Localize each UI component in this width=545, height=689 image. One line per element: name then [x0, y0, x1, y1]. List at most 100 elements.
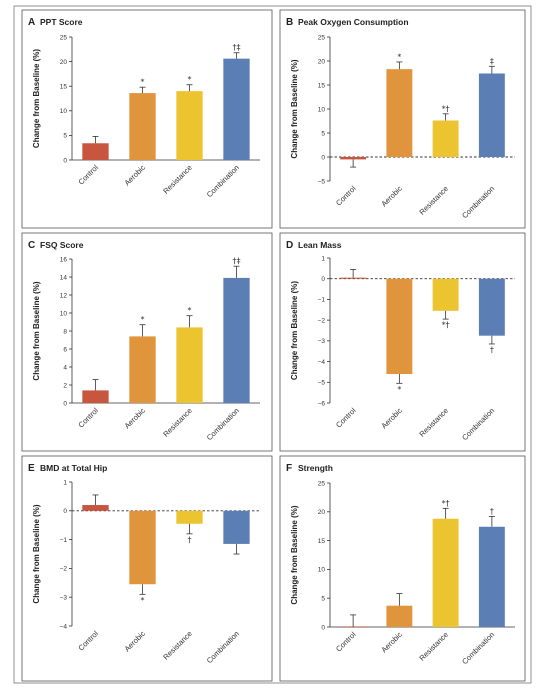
panel-letter: C: [28, 240, 35, 251]
panel-letter: E: [28, 463, 35, 474]
panel-letter: D: [286, 240, 293, 251]
bar-combination: [478, 73, 505, 157]
bar-aerobic: [386, 278, 413, 374]
significance-marker: *†: [442, 499, 450, 508]
bar-aerobic: [386, 69, 413, 157]
y-tick-label: 5: [63, 133, 67, 140]
bar-resistance: [176, 327, 203, 403]
y-tick-label: 15: [60, 84, 68, 91]
panel-f: F Strength Change from Baseline (%) 0 5 10 15 2…: [279, 455, 526, 682]
bar-aerobic: [129, 336, 156, 403]
significance-marker: *: [188, 75, 192, 84]
bar-resistance: [432, 278, 459, 311]
bar-combination: [478, 526, 505, 627]
bar-aerobic: [129, 93, 156, 160]
y-tick-label: 14: [60, 274, 68, 281]
y-tick-label: −1: [60, 537, 68, 544]
panel-title: Lean Mass: [298, 240, 342, 250]
y-tick-label: −3: [60, 595, 68, 602]
y-axis-label: Change from Baseline (%): [32, 504, 41, 603]
y-tick-label: −4: [60, 623, 68, 630]
y-tick-label: −3: [318, 338, 326, 345]
panel-title: Peak Oxygen Consumption: [298, 17, 409, 27]
y-tick-label: 2: [63, 382, 67, 389]
y-tick-label: 15: [318, 538, 326, 545]
figure-border: [13, 5, 532, 684]
y-tick-label: 16: [60, 256, 68, 263]
y-tick-label: 4: [63, 364, 67, 371]
bar-resistance: [432, 518, 459, 627]
y-tick-label: 1: [321, 255, 325, 262]
significance-marker: *†: [442, 321, 450, 330]
y-tick-label: 8: [63, 328, 67, 335]
y-tick-label: 0: [321, 624, 325, 631]
bar-control: [82, 505, 109, 511]
significance-marker: †‡: [233, 43, 241, 52]
y-tick-label: −5: [318, 380, 326, 387]
y-tick-label: 10: [318, 567, 326, 574]
significance-marker: †‡: [233, 257, 241, 266]
y-axis-label: Change from Baseline (%): [32, 49, 41, 148]
y-axis-label: Change from Baseline (%): [290, 59, 299, 158]
y-tick-label: 0: [321, 276, 325, 283]
y-tick-label: 15: [318, 82, 326, 89]
bar-combination: [478, 278, 505, 336]
bar-control: [340, 627, 367, 628]
panel-b: B Peak Oxygen Consumption Change from Base…: [279, 9, 526, 229]
y-tick-label: 12: [60, 292, 68, 299]
bar-control: [340, 157, 367, 160]
y-axis-label: Change from Baseline (%): [290, 281, 299, 380]
y-tick-label: −6: [318, 400, 326, 407]
bar-combination: [223, 510, 250, 544]
y-axis-label: Change from Baseline (%): [32, 281, 41, 380]
significance-marker: †: [188, 535, 192, 544]
y-tick-label: 10: [318, 106, 326, 113]
y-tick-label: −2: [60, 566, 68, 573]
y-tick-label: 25: [318, 480, 326, 487]
panel-a: A PPT Score Change from Baseline (%) 0 5 10 15…: [21, 9, 273, 229]
y-tick-label: 0: [63, 400, 67, 407]
panel-d: D Lean Mass Change from Baseline (%) −6 −5 −4…: [279, 232, 526, 452]
bar-control: [82, 390, 109, 403]
y-tick-label: 5: [321, 596, 325, 603]
panel-title: BMD at Total Hip: [40, 463, 107, 473]
panel-letter: F: [286, 463, 292, 474]
y-tick-label: −5: [318, 178, 326, 185]
y-tick-label: 1: [63, 479, 67, 486]
significance-marker: ‡: [490, 57, 494, 66]
bar-aerobic: [129, 510, 156, 585]
y-tick-label: 6: [63, 346, 67, 353]
y-tick-label: 20: [60, 59, 68, 66]
panel-letter: B: [286, 17, 293, 28]
y-tick-label: 0: [63, 508, 67, 515]
y-tick-label: 0: [63, 157, 67, 164]
bar-combination: [223, 277, 250, 403]
y-tick-label: −2: [318, 317, 326, 324]
bar-resistance: [432, 120, 459, 157]
significance-marker: *: [397, 52, 401, 61]
y-axis-label: Change from Baseline (%): [290, 505, 299, 604]
bar-aerobic: [386, 605, 413, 627]
y-tick-label: 0: [321, 154, 325, 161]
bar-combination: [223, 58, 250, 161]
y-tick-label: 20: [318, 58, 326, 65]
y-tick-label: 25: [60, 34, 68, 41]
significance-marker: †: [490, 507, 494, 516]
y-tick-label: 10: [60, 310, 68, 317]
significance-marker: *: [141, 78, 145, 87]
bar-resistance: [176, 510, 203, 524]
significance-marker: *: [141, 315, 145, 324]
y-tick-label: 5: [321, 130, 325, 137]
bar-control: [340, 277, 367, 279]
significance-marker: †: [490, 345, 494, 354]
significance-marker: *†: [442, 104, 450, 113]
significance-marker: *: [141, 596, 145, 605]
panel-e: E BMD at Total Hip Change from Baseline (%…: [21, 455, 273, 682]
panel-title: FSQ Score: [40, 240, 84, 250]
panel-letter: A: [28, 17, 35, 28]
y-tick-label: 25: [318, 34, 326, 41]
y-tick-label: −1: [318, 297, 326, 304]
significance-marker: *: [397, 385, 401, 394]
panel-title: Strength: [298, 463, 333, 473]
